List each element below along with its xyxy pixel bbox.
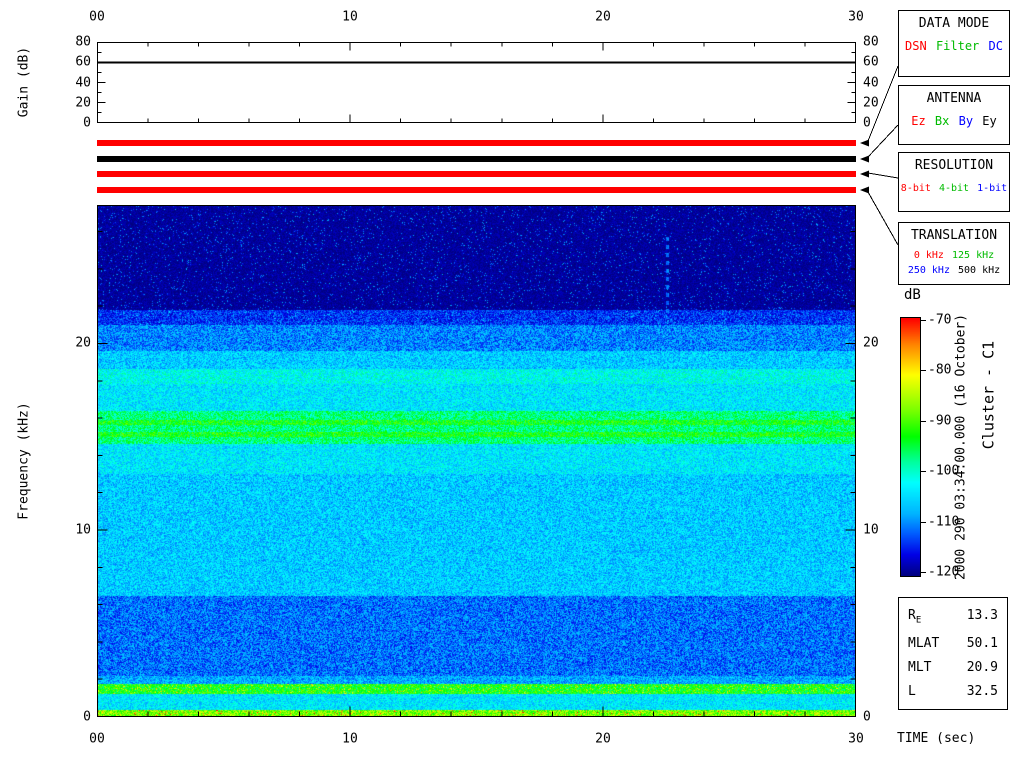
tick-label: 10 — [863, 522, 879, 538]
colorbar-tick — [921, 572, 926, 573]
spectrogram-axes — [97, 205, 856, 717]
data-mode-title: DATA MODE — [918, 16, 990, 31]
tick-label: -110 — [928, 514, 960, 530]
tick-label: -90 — [928, 413, 952, 429]
tick-label: -70 — [928, 312, 952, 328]
colorbar-tick — [921, 420, 926, 422]
tick-label: 00 — [89, 731, 105, 747]
resolution-box: RESOLUTION 8-bit 4-bit 1-bit — [898, 152, 1010, 212]
tick-label: 40 — [863, 75, 879, 90]
tick-label: 20 — [863, 335, 879, 351]
option-4bit: 4-bit — [938, 183, 970, 195]
option-dsn: DSN — [905, 39, 927, 54]
tick-label: 0 — [863, 115, 871, 131]
tick-label: 60 — [75, 54, 91, 70]
info-label: MLT — [908, 659, 932, 675]
tick-label: 60 — [863, 54, 879, 70]
info-row-re: RE 13.3 — [908, 609, 998, 626]
colorbar-tick — [921, 521, 926, 523]
gain-panel — [97, 42, 856, 123]
antenna-title: ANTENNA — [926, 91, 982, 106]
info-value: 50.1 — [966, 635, 998, 651]
tick-label: 10 — [75, 522, 91, 538]
tick-label: 00 — [89, 9, 105, 25]
info-value: 20.9 — [966, 659, 998, 675]
ephemeris-box: RE 13.3 MLAT 50.1 MLT 20.9 L 32.5 — [898, 597, 1008, 710]
spacecraft-label: Cluster - C1 — [979, 340, 998, 450]
spectrogram-panel — [97, 205, 856, 717]
info-label: L — [908, 683, 916, 699]
tick-label: 10 — [342, 731, 358, 747]
translation-box: TRANSLATION 0 kHz 125 kHz 250 kHz 500 kH… — [898, 222, 1010, 285]
colorbar-tick — [921, 320, 926, 321]
option-by: By — [958, 114, 974, 129]
tick-label: -80 — [928, 362, 952, 378]
tick-label: -100 — [928, 463, 960, 479]
data-mode-box: DATA MODE DSN Filter DC — [898, 10, 1010, 77]
option-125khz: 125 kHz — [951, 250, 995, 262]
colorbar — [900, 317, 921, 577]
tick-label: 0 — [863, 709, 871, 725]
time-axis-label: TIME (sec) — [897, 731, 976, 746]
tick-label: 10 — [342, 9, 358, 25]
tick-label: 0 — [83, 709, 91, 725]
info-row-l: L 32.5 — [908, 685, 998, 698]
tick-label: 30 — [848, 731, 864, 747]
tick-label: 0 — [83, 115, 91, 131]
option-bx: Bx — [934, 114, 950, 129]
option-ey: Ey — [982, 114, 997, 129]
gain-axis-label: Gain (dB) — [16, 46, 32, 118]
tick-label: 80 — [863, 34, 879, 50]
antenna-options: Ez Bx By Ey — [899, 115, 1009, 128]
tick-label: 20 — [863, 95, 879, 111]
data-mode-options: DSN Filter DC — [899, 40, 1009, 53]
option-dc: DC — [988, 39, 1003, 54]
tick-label: 30 — [848, 9, 864, 25]
data-mode-status-bar — [97, 140, 856, 146]
gain-plot — [97, 42, 856, 123]
option-ez: Ez — [911, 114, 926, 129]
tick-label: 20 — [75, 335, 91, 351]
option-500khz: 500 kHz — [958, 265, 1001, 277]
info-row-mlat: MLAT 50.1 — [908, 637, 998, 650]
translation-options: 0 kHz 125 kHz 250 kHz 500 kHz — [899, 248, 1009, 278]
translation-title: TRANSLATION — [910, 228, 998, 243]
spectrogram-image — [97, 205, 856, 717]
option-8bit: 8-bit — [900, 183, 931, 195]
info-label: MLAT — [908, 635, 940, 651]
colorbar-tick — [921, 370, 926, 372]
tick-label: 20 — [595, 731, 611, 747]
option-1bit: 1-bit — [977, 183, 1008, 195]
tick-label: 20 — [595, 9, 611, 25]
info-label: RE — [908, 608, 922, 627]
tick-label: 80 — [75, 34, 91, 50]
tick-label: -120 — [928, 564, 960, 580]
colorbar-tick — [921, 471, 926, 473]
tick-label: 40 — [75, 75, 91, 90]
option-filter: Filter — [935, 39, 980, 54]
translation-status-bar — [97, 187, 856, 193]
antenna-box: ANTENNA Ez Bx By Ey — [898, 85, 1010, 145]
option-0khz: 0 kHz — [913, 250, 944, 262]
info-row-mlt: MLT 20.9 — [908, 661, 998, 674]
resolution-status-bar — [97, 171, 856, 177]
option-250khz: 250 kHz — [907, 265, 950, 277]
timestamp-label: 2000 290 03:34:00.000 (16 October) — [953, 313, 969, 581]
info-value: 13.3 — [966, 608, 998, 624]
colorbar-gradient — [900, 317, 921, 577]
antenna-status-bar — [97, 156, 856, 162]
tick-label: 20 — [75, 95, 91, 111]
resolution-options: 8-bit 4-bit 1-bit — [899, 183, 1009, 194]
resolution-title: RESOLUTION — [914, 158, 994, 173]
info-value: 32.5 — [966, 683, 998, 699]
frequency-axis-label: Frequency (kHz) — [16, 402, 32, 520]
colorbar-title: dB — [904, 287, 921, 303]
